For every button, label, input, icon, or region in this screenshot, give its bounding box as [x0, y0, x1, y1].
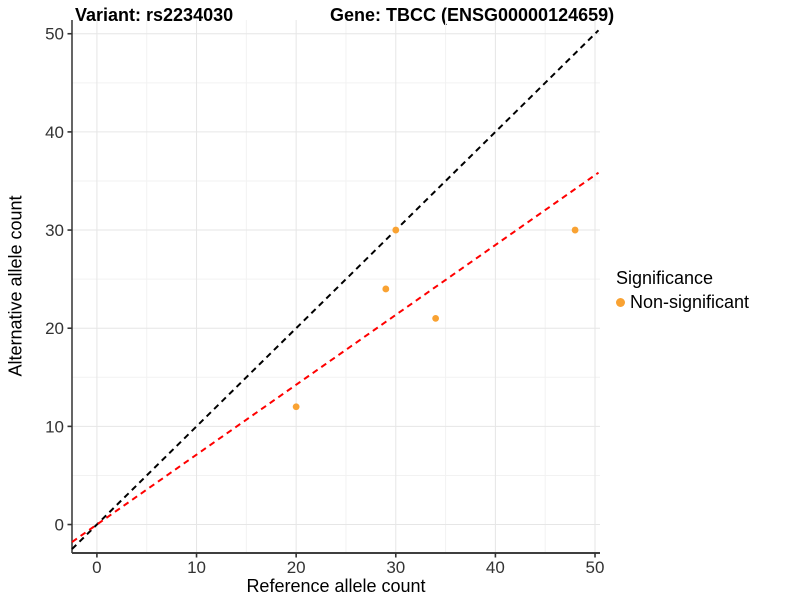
y-tick-label: 40: [45, 123, 64, 142]
legend-title: Significance: [616, 268, 714, 288]
data-point: [382, 285, 390, 293]
x-tick-label: 20: [287, 558, 306, 577]
y-tick-label: 30: [45, 221, 64, 240]
y-tick-label: 50: [45, 25, 64, 44]
legend-item-non-significant: Non-significant: [616, 292, 749, 313]
x-tick-label: 40: [486, 558, 505, 577]
x-tick-label: 30: [386, 558, 405, 577]
legend-item-label: Non-significant: [630, 292, 750, 312]
y-tick-label: 10: [45, 417, 64, 436]
x-axis-title: Reference allele count: [246, 576, 426, 596]
gene-title: Gene: TBCC (ENSG00000124659): [330, 5, 615, 25]
y-tick-label: 0: [55, 516, 64, 535]
x-tick-label: 10: [187, 558, 206, 577]
data-point: [292, 403, 300, 411]
data-point: [432, 315, 440, 322]
variant-title: Variant: rs2234030: [75, 5, 234, 25]
data-point: [392, 226, 400, 234]
legend: Significance Non-significant: [616, 268, 749, 313]
x-tick-label: 0: [92, 558, 101, 577]
y-axis-title: Alternative allele count: [5, 195, 26, 377]
legend-point-icon: [616, 298, 625, 307]
identity-line: [71, 29, 600, 550]
data-point: [571, 226, 579, 234]
regression-line: [71, 171, 600, 543]
x-tick-label: 50: [586, 558, 605, 577]
y-tick-label: 20: [45, 319, 64, 338]
